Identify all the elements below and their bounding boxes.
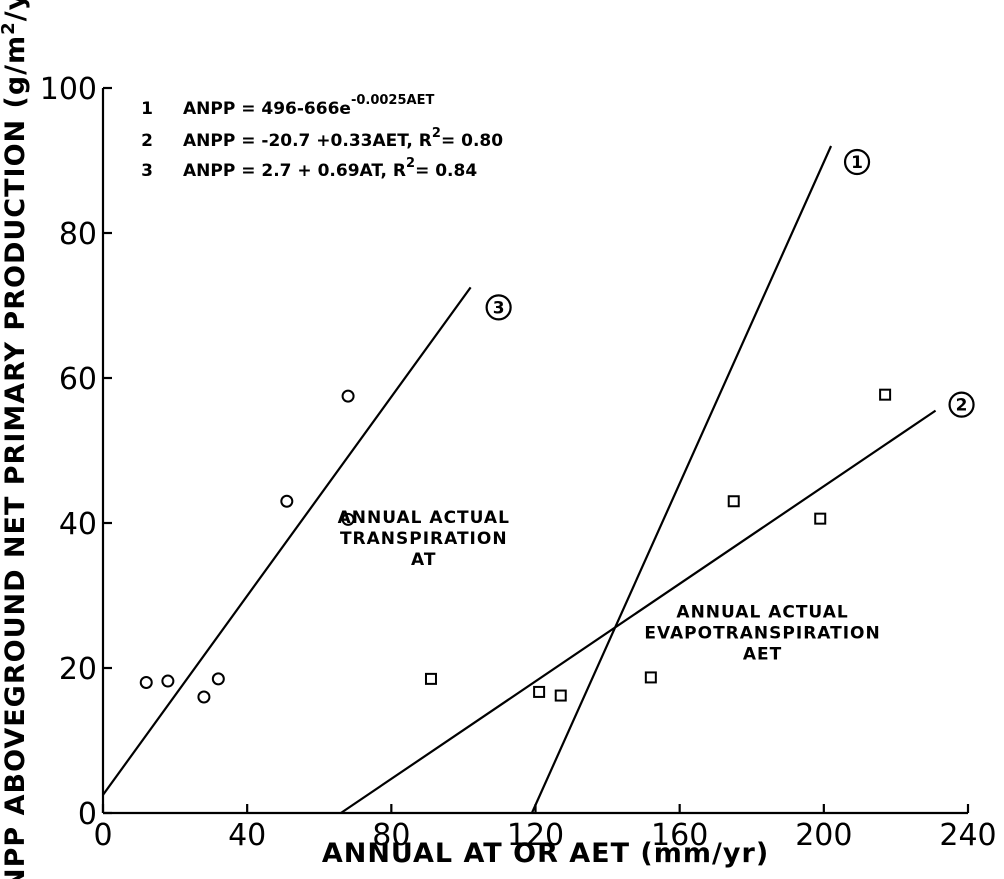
annotation-line: TRANSPIRATION <box>340 529 508 549</box>
y-tick-label: 40 <box>59 507 97 542</box>
data-point-square <box>644 671 657 684</box>
curve-id-label: 2 <box>956 396 968 416</box>
legend-equation: ANPP = 496-666e-0.0025AET <box>183 93 434 119</box>
regression-lines <box>102 145 937 814</box>
data-point-square <box>533 685 546 698</box>
x-tick-label: 0 <box>93 818 112 853</box>
regression-line-3 <box>102 286 472 796</box>
legend-id: 2 <box>141 131 153 151</box>
x-tick-label: 40 <box>228 818 266 853</box>
curve-id-label: 1 <box>851 153 863 173</box>
data-points <box>139 388 892 704</box>
legend: 1 ANPP = 496-666e-0.0025AET 2 ANPP = -20.7 … <box>141 93 503 181</box>
x-tick-label: 200 <box>795 818 852 853</box>
y-axis-title: ANPP ABOVEGROUND NET PRIMARY PRODUCTION … <box>0 0 31 879</box>
data-point-circle <box>341 512 355 526</box>
data-point-circle <box>211 672 225 686</box>
curve-id-circle <box>485 294 512 321</box>
y-tick-label: 20 <box>59 652 97 687</box>
x-axis-title: ANNUAL AT OR AET (mm/yr) <box>322 838 769 869</box>
legend-equation: ANPP = 2.7 + 0.69AT, R2= 0.84 <box>183 156 477 181</box>
data-point-circle <box>197 690 211 704</box>
tick-group: 0 40 80 120 160 200 240 0 20 40 60 80 100 <box>40 72 997 853</box>
annotation-line: ANNUAL ACTUAL <box>338 508 510 528</box>
regression-line-2 <box>340 409 937 814</box>
curve-id-circle <box>948 391 975 418</box>
annotation-line: ANNUAL ACTUAL <box>676 602 848 622</box>
legend-equation: ANPP = -20.7 +0.33AET, R2= 0.80 <box>183 126 503 151</box>
data-point-square <box>424 672 437 685</box>
y-tick-label: 60 <box>59 362 97 397</box>
curve-labels: 1 2 3 <box>485 148 975 418</box>
x-tick-label: 160 <box>651 818 708 853</box>
curve-id-circle <box>843 148 871 176</box>
data-point-square <box>554 689 567 702</box>
curve-id-label: 3 <box>493 298 505 318</box>
data-point-square <box>814 512 827 525</box>
data-point-circle <box>139 676 153 689</box>
legend-id: 3 <box>141 161 153 181</box>
annotation-line: AET <box>743 644 782 664</box>
annotation-line: EVAPOTRANSPIRATION <box>644 623 880 643</box>
regression-line-1 <box>530 145 833 814</box>
legend-id: 1 <box>141 99 153 119</box>
data-point-square <box>727 495 740 508</box>
y-tick-label: 0 <box>78 797 97 832</box>
annotation-line: AT <box>411 550 436 570</box>
data-point-circle <box>341 389 355 403</box>
x-tick-label: 80 <box>372 818 410 853</box>
x-tick-label: 240 <box>939 818 996 853</box>
data-point-circle <box>161 674 175 688</box>
axes <box>101 88 968 815</box>
y-tick-label: 100 <box>40 72 97 107</box>
data-point-circle <box>280 494 294 508</box>
y-tick-label: 80 <box>59 217 97 252</box>
data-point-square <box>879 388 892 401</box>
x-tick-label: 120 <box>507 818 564 853</box>
